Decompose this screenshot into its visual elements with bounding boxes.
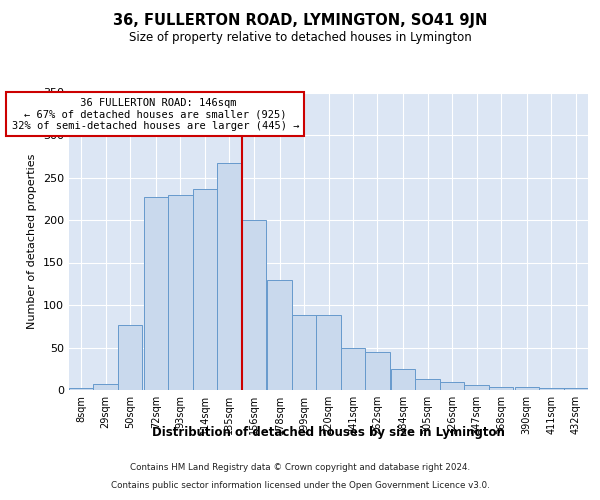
Text: Contains public sector information licensed under the Open Government Licence v3: Contains public sector information licen…	[110, 480, 490, 490]
Text: 36, FULLERTON ROAD, LYMINGTON, SO41 9JN: 36, FULLERTON ROAD, LYMINGTON, SO41 9JN	[113, 12, 487, 28]
Text: Distribution of detached houses by size in Lymington: Distribution of detached houses by size …	[152, 426, 505, 439]
Bar	[118, 324, 142, 390]
Bar	[539, 388, 563, 390]
Bar	[193, 188, 217, 390]
Y-axis label: Number of detached properties: Number of detached properties	[28, 154, 37, 329]
Text: 36 FULLERTON ROAD: 146sqm
← 67% of detached houses are smaller (925)
32% of semi: 36 FULLERTON ROAD: 146sqm ← 67% of detac…	[11, 98, 299, 131]
Bar	[464, 385, 489, 390]
Bar	[292, 315, 316, 390]
Bar	[415, 379, 440, 390]
Bar	[489, 386, 514, 390]
Bar	[391, 369, 415, 390]
Bar	[69, 388, 94, 390]
Bar	[316, 315, 341, 390]
Bar	[168, 194, 193, 390]
Bar	[365, 352, 390, 390]
Bar	[440, 382, 464, 390]
Bar	[341, 348, 365, 390]
Bar	[94, 384, 118, 390]
Bar	[563, 388, 588, 390]
Text: Size of property relative to detached houses in Lymington: Size of property relative to detached ho…	[128, 31, 472, 44]
Bar	[143, 197, 168, 390]
Bar	[515, 386, 539, 390]
Bar	[242, 220, 266, 390]
Bar	[217, 163, 242, 390]
Text: Contains HM Land Registry data © Crown copyright and database right 2024.: Contains HM Land Registry data © Crown c…	[130, 463, 470, 472]
Bar	[267, 280, 292, 390]
